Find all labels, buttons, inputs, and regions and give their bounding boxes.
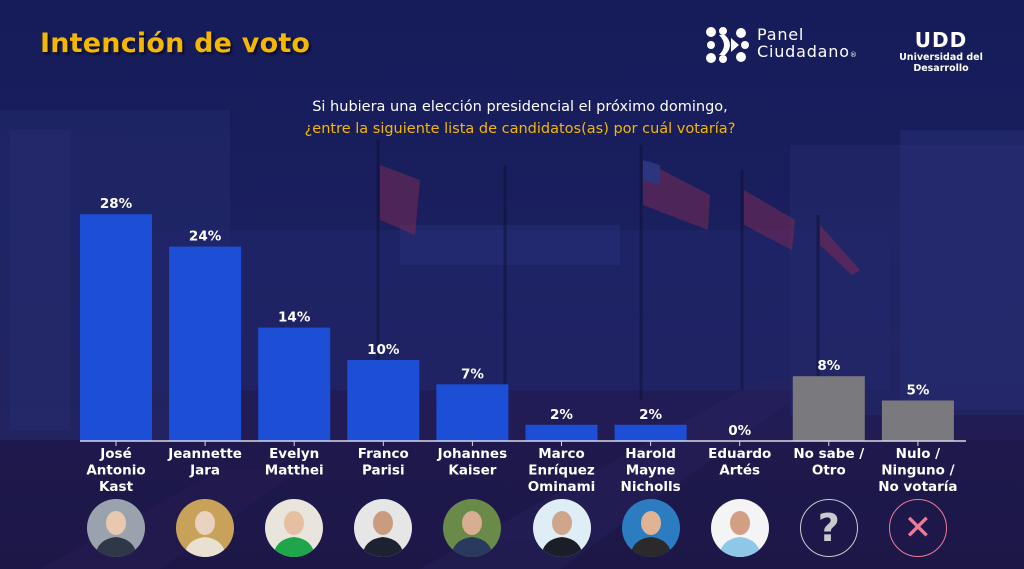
- category-label-line: Kaiser: [448, 463, 496, 479]
- bar-6: [614, 424, 687, 441]
- category-label-line: Eduardo: [708, 446, 771, 462]
- candidate-avatar: [710, 499, 769, 557]
- category-label-line: Evelyn: [269, 446, 319, 462]
- candidate-avatar: [532, 499, 591, 557]
- category-label-line: Harold: [625, 446, 676, 462]
- candidate-avatar: [265, 499, 324, 557]
- category-label-line: No votaría: [878, 479, 957, 495]
- category-label-line: Mayne: [626, 463, 676, 479]
- category-label-5: Marco Enríquez Ominami: [528, 446, 596, 495]
- category-label-4: Johannes Kaiser: [437, 446, 507, 479]
- value-label-9: 5%: [906, 383, 929, 399]
- bar-3: [347, 360, 420, 441]
- value-label-1: 24%: [189, 229, 222, 245]
- portrait-photo-icon: [532, 499, 591, 557]
- value-labels-group: 28% 24% 14% 10% 7% 2% 2% 0% 8% 5%: [100, 196, 930, 439]
- panel-ciudadano-logo: Panel Ciudadano®: [705, 26, 858, 64]
- category-label-line: Johannes: [437, 446, 507, 462]
- category-label-line: Nulo /: [896, 446, 941, 462]
- udd-logo: UDD Universidad del Desarrollo: [878, 30, 1004, 74]
- category-label-line: Jeannette: [167, 446, 242, 462]
- survey-question: Si hubiera una elección presidencial el …: [240, 96, 800, 140]
- portrait-photo-icon: [443, 499, 502, 557]
- category-label-6: Harold Mayne Nicholls: [621, 446, 681, 495]
- category-label-line: Franco: [358, 446, 409, 462]
- category-label-line: Artés: [719, 463, 760, 479]
- category-label-line: Nicholls: [621, 479, 681, 495]
- value-label-5: 2%: [550, 407, 573, 423]
- category-label-7: Eduardo Artés: [708, 446, 771, 479]
- page-title: Intención de voto: [40, 28, 311, 59]
- category-label-0: José Antonio Kast: [86, 446, 145, 495]
- panel-logo-line2: Ciudadano: [757, 42, 850, 61]
- candidate-avatar: [87, 499, 145, 557]
- bar-9: [881, 400, 954, 441]
- category-label-line: Ninguno /: [881, 463, 954, 479]
- bar-0: [80, 214, 152, 441]
- candidate-avatar: [354, 499, 413, 557]
- category-label-line: Jara: [189, 463, 220, 479]
- value-label-3: 10%: [367, 342, 400, 358]
- x-axis-ticks: [115, 441, 919, 446]
- category-label-line: Parisi: [362, 463, 405, 479]
- category-label-line: Matthei: [265, 463, 324, 479]
- question-line-1: Si hubiera una elección presidencial el …: [312, 99, 728, 115]
- portrait-photo-icon: [176, 499, 235, 557]
- value-label-2: 14%: [278, 310, 311, 326]
- category-label-line: Kast: [99, 479, 134, 495]
- question-mark-icon: ?: [799, 499, 858, 557]
- udd-logo-mark: UDD: [914, 28, 968, 52]
- cross-icon: ✕: [888, 499, 947, 557]
- category-label-line: Ominami: [528, 479, 596, 495]
- category-label-3: Franco Parisi: [358, 446, 409, 479]
- value-label-4: 7%: [461, 366, 484, 382]
- value-label-7: 0%: [728, 423, 751, 439]
- category-label-line: José: [99, 446, 132, 462]
- category-label-1: Jeannette Jara: [167, 446, 242, 479]
- category-label-line: Marco: [538, 446, 584, 462]
- portrait-photo-icon: [87, 499, 145, 557]
- category-label-line: Antonio: [86, 463, 145, 479]
- bar-1: [169, 246, 242, 441]
- candidate-avatar: [176, 499, 235, 557]
- panel-logo-line1: Panel: [757, 25, 805, 44]
- category-label-9: Nulo / Ninguno / No votaría: [878, 446, 957, 495]
- category-label-line: Otro: [812, 463, 846, 479]
- category-label-8: No sabe / Otro: [793, 446, 864, 479]
- portrait-photo-icon: [621, 499, 680, 557]
- portrait-photo-icon: [710, 499, 769, 557]
- panel-ciudadano-mark-icon: [706, 27, 749, 63]
- bar-2: [258, 327, 331, 441]
- candidate-avatar: [443, 499, 502, 557]
- value-label-8: 8%: [817, 358, 840, 374]
- candidate-avatar: [621, 499, 680, 557]
- category-label-line: No sabe /: [793, 446, 864, 462]
- value-label-0: 28%: [100, 196, 133, 212]
- category-label-2: Evelyn Matthei: [265, 446, 324, 479]
- category-label-line: Enríquez: [528, 463, 595, 479]
- registered-mark: ®: [849, 51, 858, 59]
- bar-5: [525, 424, 598, 441]
- category-labels-group: José Antonio Kast Jeannette Jara Evelyn Matthe…: [86, 446, 957, 495]
- bar-8: [792, 376, 865, 441]
- bar-4: [436, 384, 509, 441]
- udd-logo-name: Universidad del Desarrollo: [899, 52, 983, 74]
- portrait-photo-icon: [265, 499, 324, 557]
- question-line-2: ¿entre la siguiente lista de candidatos(…: [304, 121, 736, 137]
- question-glyph: ?: [817, 506, 840, 550]
- portrait-photo-icon: [354, 499, 413, 557]
- bars-group: [80, 214, 954, 441]
- value-label-6: 2%: [639, 407, 662, 423]
- cross-glyph: ✕: [903, 508, 933, 548]
